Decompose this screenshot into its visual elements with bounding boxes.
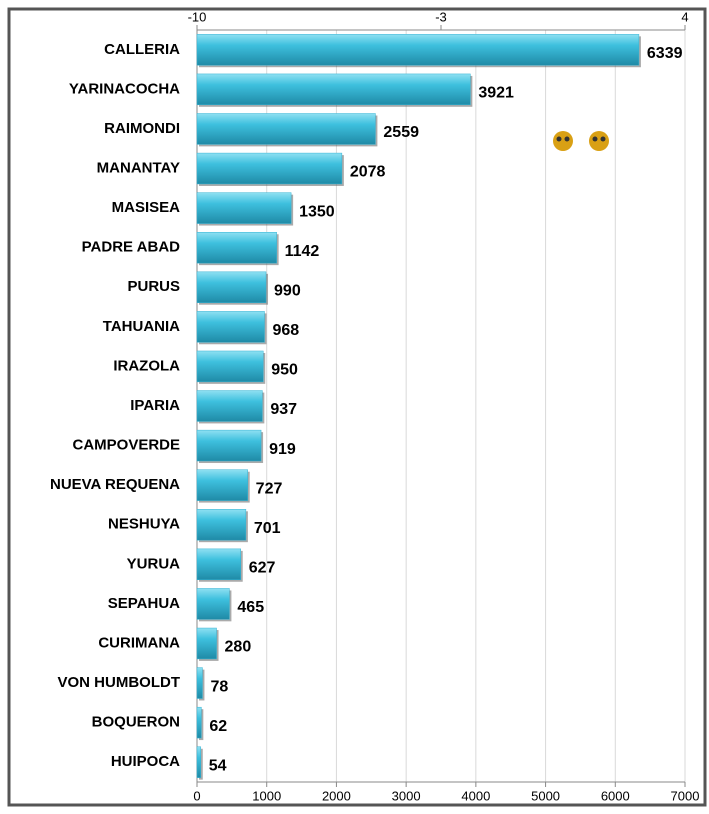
y-tick-label: IPARIA [130,397,180,414]
value-label: 62 [209,718,227,735]
bar [196,509,247,541]
bar [196,73,471,106]
bar [196,192,292,224]
bar [196,548,241,581]
value-label: 627 [249,560,276,577]
y-tick-label: VON HUMBOLDT [58,674,181,691]
y-tick-label: MASISEA [112,199,181,216]
value-label: 701 [254,520,281,537]
x2-tick-label: -3 [435,9,447,24]
y-tick-label: YURUA [127,555,181,572]
bar [196,667,203,699]
value-label: 280 [225,639,252,656]
x-tick-label: 4000 [461,788,490,803]
y-tick-label: SEPAHUA [108,595,180,612]
bar [196,152,343,185]
x-tick-label: 2000 [322,788,351,803]
value-label: 2559 [383,124,419,141]
value-label: 2078 [350,164,386,181]
y-tick-label: NUEVA REQUENA [50,476,180,493]
bar [196,271,267,303]
x-tick-label: 5000 [531,788,560,803]
x-tick-label: 6000 [601,788,630,803]
value-label: 1142 [285,243,320,260]
x2-tick-label: 4 [681,9,688,24]
bar [196,429,262,462]
y-tick-label: CALLERIA [104,41,180,58]
bar [196,231,277,264]
y-tick-label: YARINACOCHA [69,80,180,97]
value-label: 3921 [478,85,514,102]
value-label: 1350 [299,203,335,220]
y-tick-label: PADRE ABAD [82,239,181,256]
bar [196,390,263,422]
value-label: 968 [272,322,299,339]
y-tick-label: TAHUANIA [103,318,180,335]
x-tick-label: 1000 [252,788,281,803]
x-tick-label: 3000 [392,788,421,803]
bar [196,588,230,620]
value-label: 54 [209,757,227,774]
bar [196,469,248,501]
value-label: 727 [256,480,283,497]
skull-icons [553,131,609,151]
bar [196,350,264,383]
bar [196,746,202,778]
x-tick-label: 0 [193,788,200,803]
value-label: 950 [271,362,298,379]
value-label: 990 [274,282,301,299]
y-tick-label: IRAZOLA [113,357,180,374]
bar [196,311,265,343]
value-label: 937 [270,401,297,418]
y-tick-label: BOQUERON [92,714,180,731]
value-label: 919 [269,441,296,458]
y-tick-label: CURIMANA [98,634,180,651]
value-label: 78 [210,678,228,695]
bar [196,34,640,66]
frame [7,7,707,807]
y-tick-label: RAIMONDI [104,120,180,137]
bar [196,706,202,739]
bar [196,113,376,145]
x-tick-label: 7000 [671,788,700,803]
value-label: 6339 [647,45,683,62]
y-tick-label: MANANTAY [97,159,180,176]
bar [196,627,217,660]
y-tick-label: NESHUYA [108,516,180,533]
y-tick-label: PURUS [127,278,180,295]
y-tick-label: CAMPOVERDE [72,437,180,454]
y-tick-label: HUIPOCA [111,753,180,770]
value-label: 465 [237,599,264,616]
x2-tick-label: -10 [188,9,207,24]
